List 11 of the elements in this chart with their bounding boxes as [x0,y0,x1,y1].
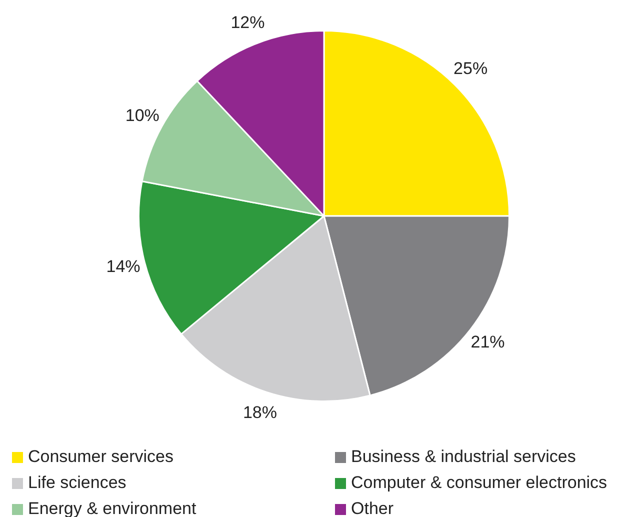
data-label: 21% [470,332,505,352]
data-label: 18% [242,402,277,422]
data-label: 25% [454,59,488,78]
legend-label: Other [351,499,394,517]
data-label: 14% [106,257,140,276]
legend-label: Consumer services [28,447,174,467]
legend-label: Computer & consumer electronics [351,473,608,493]
data-label: 10% [125,106,160,125]
legend-label: Life sciences [28,473,126,493]
data-label: 12% [230,12,265,32]
legend-label: Business & industrial services [351,447,576,467]
